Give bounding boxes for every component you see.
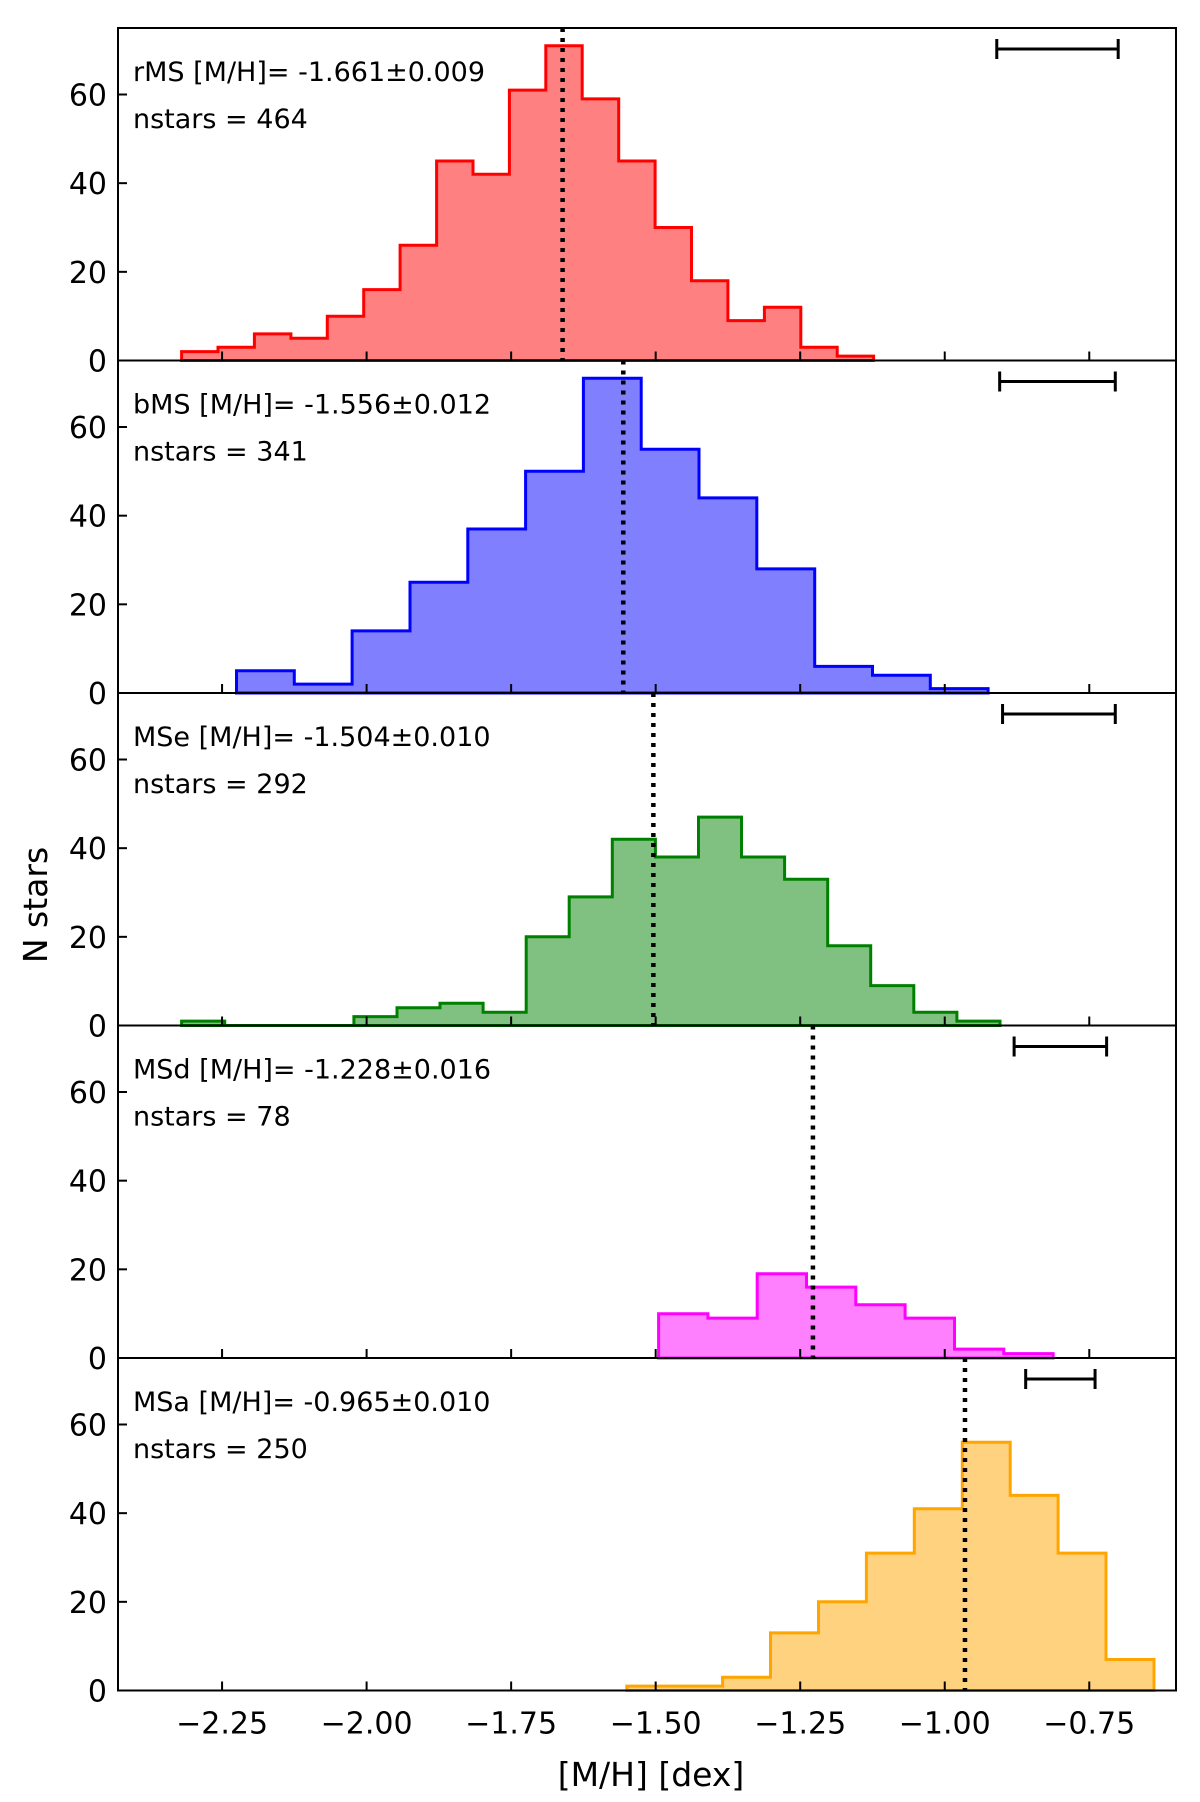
y-tick-label: 20 (69, 588, 107, 623)
x-tick-label: −1.00 (899, 1707, 991, 1742)
panel-label-rms: rMS [M/H]= -1.661±0.009 (133, 57, 485, 88)
panel-rms: 0 20 40 60 rMS [M/H]= -1.661±0.009 nstars = 4… (69, 27, 1177, 380)
x-tick-label: −0.75 (1043, 1707, 1135, 1742)
panel-label-msa: MSa [M/H]= -0.965±0.010 (133, 1387, 491, 1418)
x-tick-label: −2.25 (176, 1707, 268, 1742)
y-tick-label: 40 (69, 1497, 107, 1532)
y-tick-label: 0 (88, 1342, 107, 1377)
y-tick-label: 60 (69, 79, 107, 114)
x-axis-title: [M/H] [dex] (558, 1755, 745, 1794)
panel-nstars-msa: nstars = 250 (133, 1434, 308, 1465)
y-tick-label: 40 (69, 1165, 107, 1200)
y-tick-label: 60 (69, 1409, 107, 1444)
y-tick-label: 40 (69, 167, 107, 202)
y-tick-label: 20 (69, 921, 107, 956)
panel-mse: 0 20 40 60 MSe [M/H]= -1.504±0.010 nstars = 2… (69, 692, 1177, 1045)
histogram-rms (180, 44, 876, 362)
y-tick-label: 20 (69, 1253, 107, 1288)
panel-nstars-msd: nstars = 78 (133, 1102, 291, 1133)
y-tick-label: 0 (88, 1675, 107, 1710)
panel-nstars-bms: nstars = 341 (133, 437, 308, 468)
panel-msa: 0 20 40 60 MSa [M/H]= -0.965±0.010 nstars = 2… (69, 1357, 1177, 1710)
histogram-bms (235, 376, 990, 695)
y-tick-label: 0 (88, 677, 107, 712)
x-tick-label: −1.25 (754, 1707, 846, 1742)
panels-group: 0 20 40 60 rMS [M/H]= -1.661±0.009 nstars = 4… (69, 27, 1177, 1742)
panel-nstars-mse: nstars = 292 (133, 769, 308, 800)
histogram-msa (625, 1440, 1156, 1692)
y-tick-label: 0 (88, 1010, 107, 1045)
panel-label-mse: MSe [M/H]= -1.504±0.010 (133, 722, 491, 753)
panel-label-msd: MSd [M/H]= -1.228±0.016 (133, 1055, 491, 1086)
x-tick-label: −2.00 (321, 1707, 413, 1742)
histogram-msd (657, 1272, 1055, 1360)
y-axis-title: N stars (16, 847, 55, 963)
x-tick-label: −1.50 (610, 1707, 702, 1742)
panel-msd: 0 20 40 60 MSd [M/H]= -1.228±0.016 nstars = 7… (69, 1024, 1177, 1377)
y-tick-label: 0 (88, 345, 107, 380)
panel-bms: 0 20 40 60 bMS [M/H]= -1.556±0.012 nstars = 3… (69, 359, 1177, 712)
y-tick-label: 20 (69, 1586, 107, 1621)
y-tick-label: 60 (69, 411, 107, 446)
y-tick-label: 40 (69, 500, 107, 535)
y-tick-label: 40 (69, 832, 107, 867)
x-tick-label: −1.75 (465, 1707, 557, 1742)
y-tick-label: 60 (69, 1076, 107, 1111)
panel-frame-msa (117, 1357, 1177, 1692)
histogram-mse (180, 815, 1002, 1027)
y-tick-label: 60 (69, 744, 107, 779)
panel-nstars-rms: nstars = 464 (133, 104, 308, 135)
panel-label-bms: bMS [M/H]= -1.556±0.012 (133, 390, 491, 421)
y-tick-label: 20 (69, 256, 107, 291)
